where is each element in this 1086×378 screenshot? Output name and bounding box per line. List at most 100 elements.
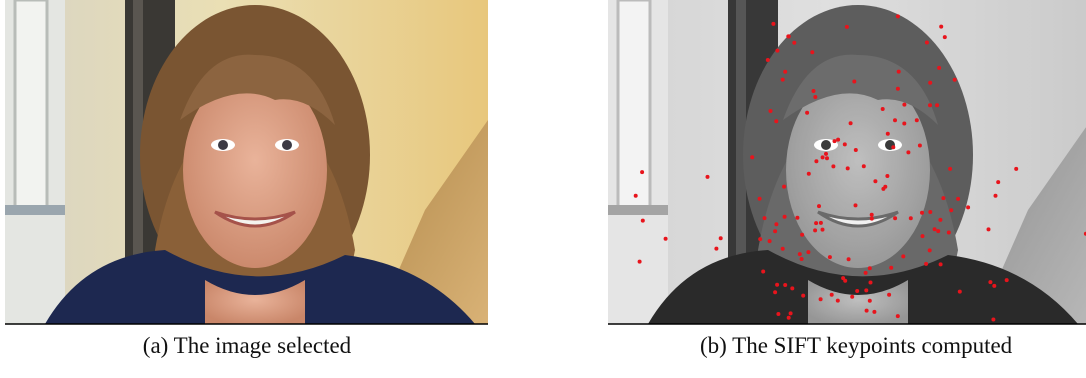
caption: (a) The image selected [143,333,352,358]
page: {"figure": {"subfigures": [ {"caption": … [0,0,1086,378]
keypoint [795,216,799,220]
keypoint [897,70,901,74]
keypoint [887,293,891,297]
keypoint [810,50,814,54]
keypoint [948,167,952,171]
keypoint [869,281,873,285]
keypoint [941,196,945,200]
keypoint [852,80,856,84]
keypoint [854,148,858,152]
keypoint [769,109,773,113]
keypoint [750,155,754,159]
keypoint [865,309,869,313]
keypoint [909,216,913,220]
keypoint [800,257,804,261]
keypoint [991,318,995,322]
keypoint [854,203,858,207]
keypoint [966,205,970,209]
keypoint [774,222,778,226]
keypoint [763,216,767,220]
keypoint [825,156,829,160]
keypoint [921,234,925,238]
keypoint [790,286,794,290]
keypoint [801,294,805,298]
keypoint [920,211,924,215]
keypoint [812,89,816,93]
keypoint [987,227,991,231]
keypoint [783,215,787,219]
keypoint [798,252,802,256]
keypoint [924,262,928,266]
keypoint [836,299,840,303]
keypoint [821,155,825,159]
keypoint [855,289,859,293]
keypoint [830,293,834,297]
keypoint [845,25,849,29]
keypoint [819,297,823,301]
keypoint [638,260,642,264]
keypoint [881,107,885,111]
keypoint [792,41,796,45]
keypoint [868,299,872,303]
keypoint [783,283,787,287]
keypoint [996,180,1000,184]
keypoint [918,144,922,148]
keypoint [813,228,817,232]
keypoint [824,152,828,156]
keypoint [634,194,638,198]
keypoint [915,118,919,122]
keypoint [768,239,772,243]
keypoint [817,204,821,208]
keypoint [843,142,847,146]
keypoint [781,78,785,82]
keypoint [864,288,868,292]
keypoint [773,229,777,233]
keypoint [813,95,817,99]
keypoint [761,270,765,274]
keypoint [896,87,900,91]
keypoint [850,295,854,299]
keypoint [937,66,941,70]
keypoint [814,221,818,225]
keypoint [776,312,780,316]
keypoint [758,197,762,201]
keypoint [774,119,778,123]
keypoint [885,174,889,178]
keypoint [868,266,872,270]
keypoint [805,111,809,115]
image-selected [5,0,488,324]
keypoint [800,233,804,237]
keypoint [933,227,937,231]
keypoint [864,271,868,275]
keypoint [928,248,932,252]
figure: (a) The image selected (b) The SIFT keyp… [0,0,1086,378]
keypoint [883,185,887,189]
keypoint [872,310,876,314]
image-keypoints [608,0,1086,324]
caption: (b) The SIFT keypoints computed [700,333,1013,358]
keypoint [939,262,943,266]
keypoint [719,236,723,240]
keypoint [988,280,992,284]
keypoint [781,247,785,251]
keypoint [906,150,910,154]
keypoint [847,257,851,261]
keypoint [1005,278,1009,282]
keypoint [849,121,853,125]
keypoint [925,41,929,45]
keypoint [994,194,998,198]
keypoint [1014,167,1018,171]
keypoint [938,218,942,222]
keypoint [846,166,850,170]
keypoint [828,255,832,259]
keypoint [992,284,996,288]
keypoint [928,81,932,85]
keypoint [936,229,940,233]
keypoint [775,283,779,287]
keypoint [843,279,847,283]
keypoint [819,221,823,225]
keypoint [870,213,874,217]
keypoint [836,138,840,142]
keypoint [773,290,777,294]
keypoint [928,103,932,107]
